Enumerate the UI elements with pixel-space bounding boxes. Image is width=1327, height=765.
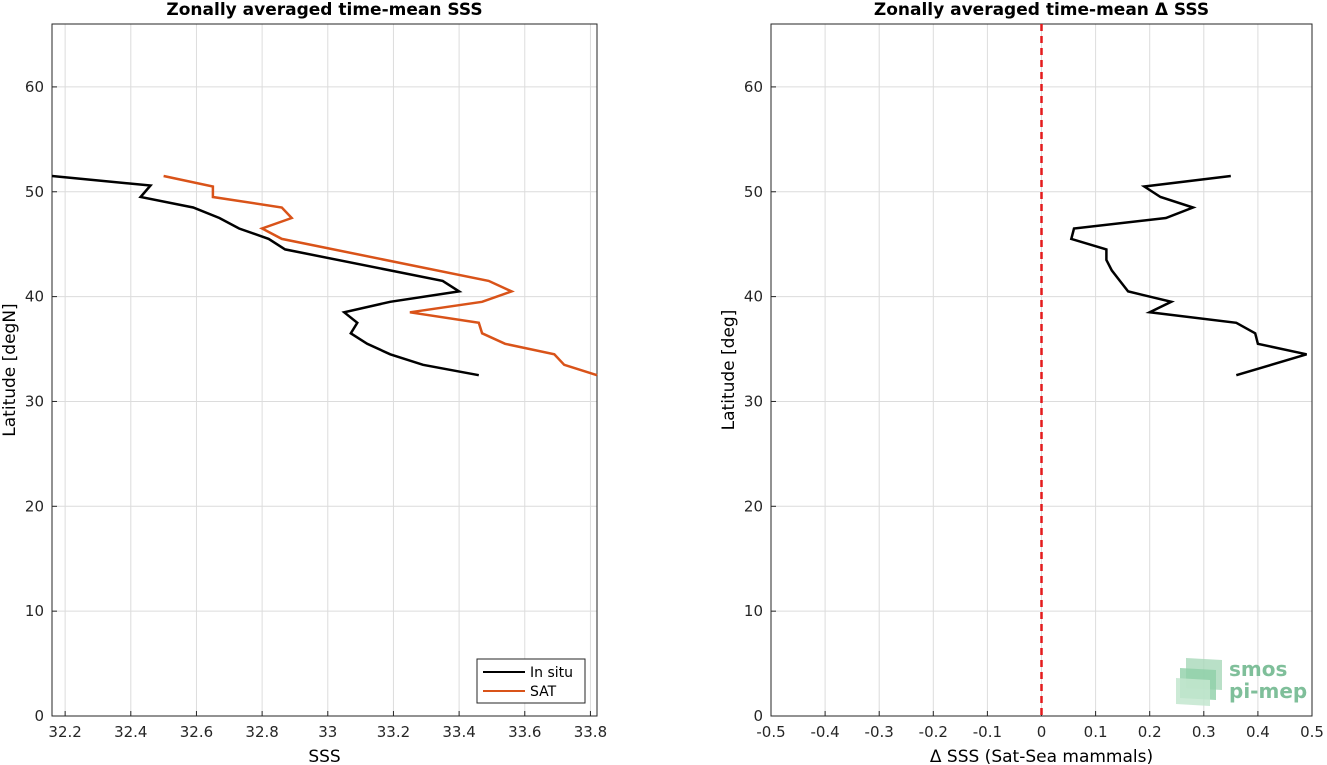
series-line-in-situ [51, 174, 480, 377]
y-tick-label: 60 [25, 78, 44, 96]
right-panel-delta-sss: -0.5 -0.4 -0.3 -0.2 -0.1 0 0.1 0.2 0.3 0.4 0.5 0 10 2… [719, 0, 1324, 765]
legend-label-in-situ: In situ [530, 665, 573, 681]
right-y-axis-label: Latitude [deg] [719, 310, 739, 431]
x-tick-label: 0.3 [1192, 723, 1216, 741]
right-tick-labels: -0.5 -0.4 -0.3 -0.2 -0.1 0 0.1 0.2 0.3 0.4 0.5 0 10 2… [744, 78, 1324, 741]
x-tick-label: 0 [1037, 723, 1047, 741]
smos-pi-mep-logo: smos pi-mep [1176, 657, 1307, 706]
x-tick-label: -0.5 [756, 723, 785, 741]
left-series-lines [51, 174, 598, 377]
legend-label-sat: SAT [530, 684, 557, 700]
x-tick-label: 32.6 [180, 723, 213, 741]
left-x-axis-label: SSS [308, 747, 340, 765]
y-tick-label: 0 [753, 707, 763, 725]
left-chart-title: Zonally averaged time-mean SSS [166, 0, 482, 20]
y-tick-label: 60 [744, 78, 763, 96]
x-tick-label: -0.4 [810, 723, 839, 741]
left-tick-labels: 32.2 32.4 32.6 32.8 33 33.2 33.4 33.6 33.8 0 10 20 3… [25, 78, 607, 741]
x-tick-label: 33.4 [442, 723, 475, 741]
x-tick-label: -0.2 [919, 723, 948, 741]
y-tick-label: 50 [25, 183, 44, 201]
y-tick-label: 40 [25, 288, 44, 306]
y-tick-label: 0 [34, 707, 44, 725]
y-tick-label: 30 [25, 392, 44, 410]
x-tick-label: 33 [318, 723, 337, 741]
logo-text-pi-mep: pi-mep [1229, 679, 1307, 703]
right-x-axis-label: Δ SSS (Sat-Sea mammals) [930, 747, 1153, 765]
y-tick-label: 10 [25, 602, 44, 620]
left-y-axis-label: Latitude [degN] [0, 303, 20, 436]
y-tick-label: 10 [744, 602, 763, 620]
x-tick-label: 0.1 [1084, 723, 1108, 741]
x-tick-label: 0.2 [1138, 723, 1162, 741]
y-tick-label: 20 [25, 497, 44, 515]
logo-text-smos: smos [1229, 657, 1287, 681]
logo-wave-icon [1176, 658, 1222, 706]
y-tick-label: 40 [744, 288, 763, 306]
y-tick-label: 50 [744, 183, 763, 201]
x-tick-label: 32.8 [245, 723, 278, 741]
x-tick-label: -0.1 [973, 723, 1002, 741]
x-tick-label: 32.2 [48, 723, 81, 741]
y-tick-label: 30 [744, 392, 763, 410]
legend: In situ SAT [476, 658, 586, 704]
x-tick-label: 33.8 [574, 723, 607, 741]
legend-box [476, 658, 586, 704]
y-tick-label: 20 [744, 497, 763, 515]
x-tick-label: 33.6 [508, 723, 541, 741]
series-line-sat [163, 174, 598, 377]
x-tick-label: 0.4 [1246, 723, 1270, 741]
right-series-lines [1069, 174, 1307, 377]
x-tick-label: 0.5 [1300, 723, 1324, 741]
x-tick-label: 32.4 [114, 723, 147, 741]
right-chart-title: Zonally averaged time-mean Δ SSS [874, 0, 1209, 20]
left-grid [52, 24, 597, 717]
x-tick-label: 33.2 [377, 723, 410, 741]
left-panel-sss: 32.2 32.4 32.6 32.8 33 33.2 33.4 33.6 33.8 0 10 20 3… [0, 0, 607, 765]
left-axes-box [51, 23, 598, 717]
x-tick-label: -0.3 [865, 723, 894, 741]
series-line-delta-sss [1069, 174, 1307, 377]
